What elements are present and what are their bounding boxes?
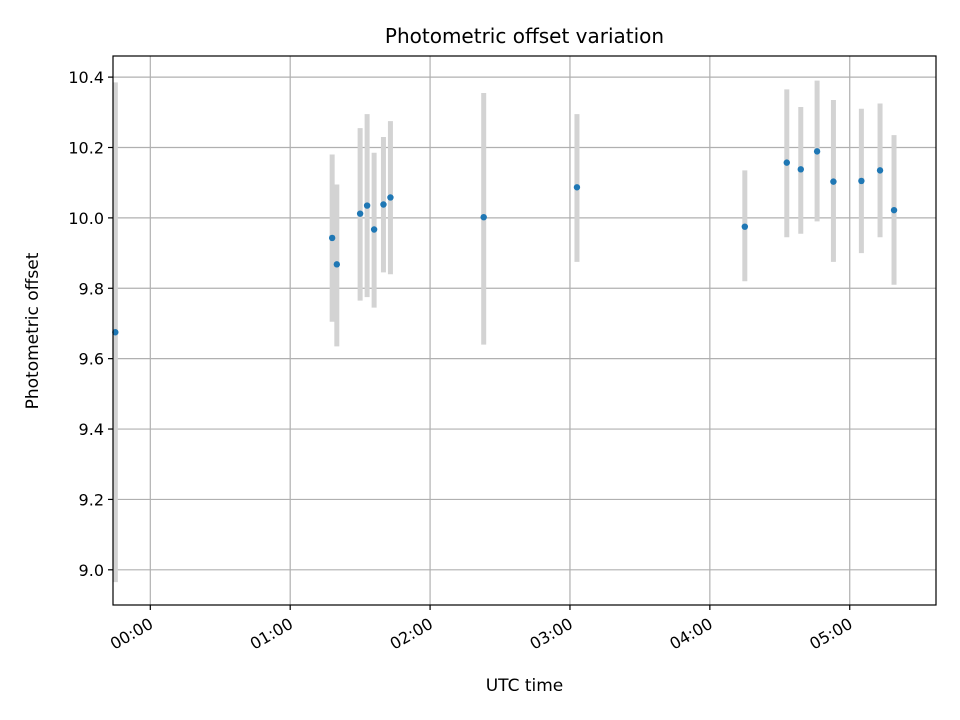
- data-point: [112, 329, 119, 336]
- grid: [113, 56, 936, 605]
- data-point: [387, 194, 394, 201]
- y-tick-label: 9.8: [79, 279, 104, 298]
- y-tick-label: 9.0: [79, 561, 104, 580]
- y-tick-label: 10.4: [68, 68, 104, 87]
- y-axis-label: Photometric offset: [23, 252, 43, 409]
- data-point: [830, 178, 837, 185]
- data-point: [356, 210, 364, 217]
- y-tick-label: 10.0: [68, 209, 104, 228]
- data-point: [783, 159, 790, 166]
- data-point: [333, 261, 341, 268]
- data-point: [858, 177, 865, 185]
- data-point: [328, 234, 336, 242]
- y-tick-label: 10.2: [68, 139, 104, 158]
- data-point: [480, 213, 487, 221]
- data-point: [741, 223, 749, 230]
- data-point: [813, 148, 821, 155]
- data-point: [380, 201, 387, 208]
- plot-frame: [112, 55, 937, 606]
- data-point: [890, 206, 898, 214]
- chart-title: Photometric offset variation: [385, 24, 664, 48]
- data-points: [112, 148, 898, 336]
- y-tick-label: 9.4: [79, 420, 104, 439]
- x-axis-label: UTC time: [486, 676, 564, 696]
- y-tick-label: 9.6: [79, 350, 104, 369]
- data-point: [370, 226, 378, 233]
- y-axis: 9.0 9.2 9.4 9.6 9.8 10.0 10.2 10.4: [68, 68, 113, 580]
- data-point: [363, 202, 371, 209]
- data-point: [573, 184, 581, 191]
- data-point: [797, 166, 804, 173]
- data-point: [876, 167, 884, 174]
- y-tick-label: 9.2: [79, 490, 104, 509]
